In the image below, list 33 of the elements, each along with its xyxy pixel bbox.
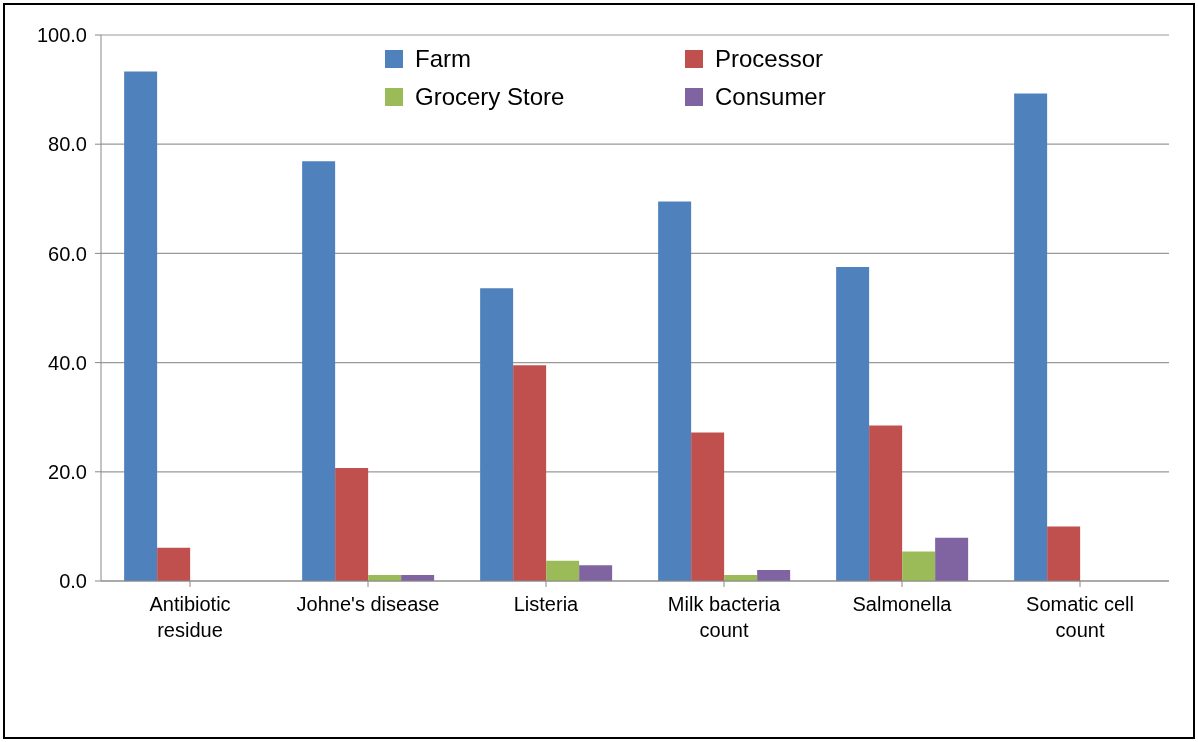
bar	[480, 288, 514, 581]
bar	[579, 565, 613, 581]
legend-label: Grocery Store	[415, 83, 565, 111]
y-tick-label: 100.0	[36, 24, 87, 47]
bar	[546, 560, 580, 581]
y-tick-label: 20.0	[48, 460, 87, 483]
bar	[757, 570, 791, 581]
x-tick-label: Antibiotic residue	[149, 593, 231, 641]
legend-label: Consumer	[715, 83, 826, 111]
legend-label: Processor	[715, 45, 824, 73]
legend-label: Farm	[415, 45, 471, 73]
bar	[302, 161, 336, 581]
y-tick-label: 0.0	[59, 570, 87, 593]
y-tick-label: 80.0	[48, 133, 87, 156]
bar	[658, 201, 692, 581]
bar	[1014, 93, 1048, 581]
y-tick-label: 40.0	[48, 351, 87, 374]
bar	[124, 71, 158, 581]
x-tick-label: Listeria	[513, 593, 580, 615]
bar	[513, 365, 547, 581]
bar	[157, 547, 191, 581]
bar	[691, 432, 725, 581]
x-tick-label: Salmonella	[852, 593, 953, 615]
y-tick-label: 60.0	[48, 242, 87, 265]
bar	[869, 425, 903, 581]
bar	[1047, 526, 1081, 581]
x-tick-label: Somatic cell count	[1026, 593, 1134, 641]
x-tick-label: Johne's disease	[296, 593, 440, 615]
bar	[902, 551, 936, 581]
bar	[935, 537, 969, 581]
x-tick-label: Milk bacteria count	[667, 593, 781, 641]
bar	[836, 267, 870, 581]
bar	[335, 467, 369, 581]
